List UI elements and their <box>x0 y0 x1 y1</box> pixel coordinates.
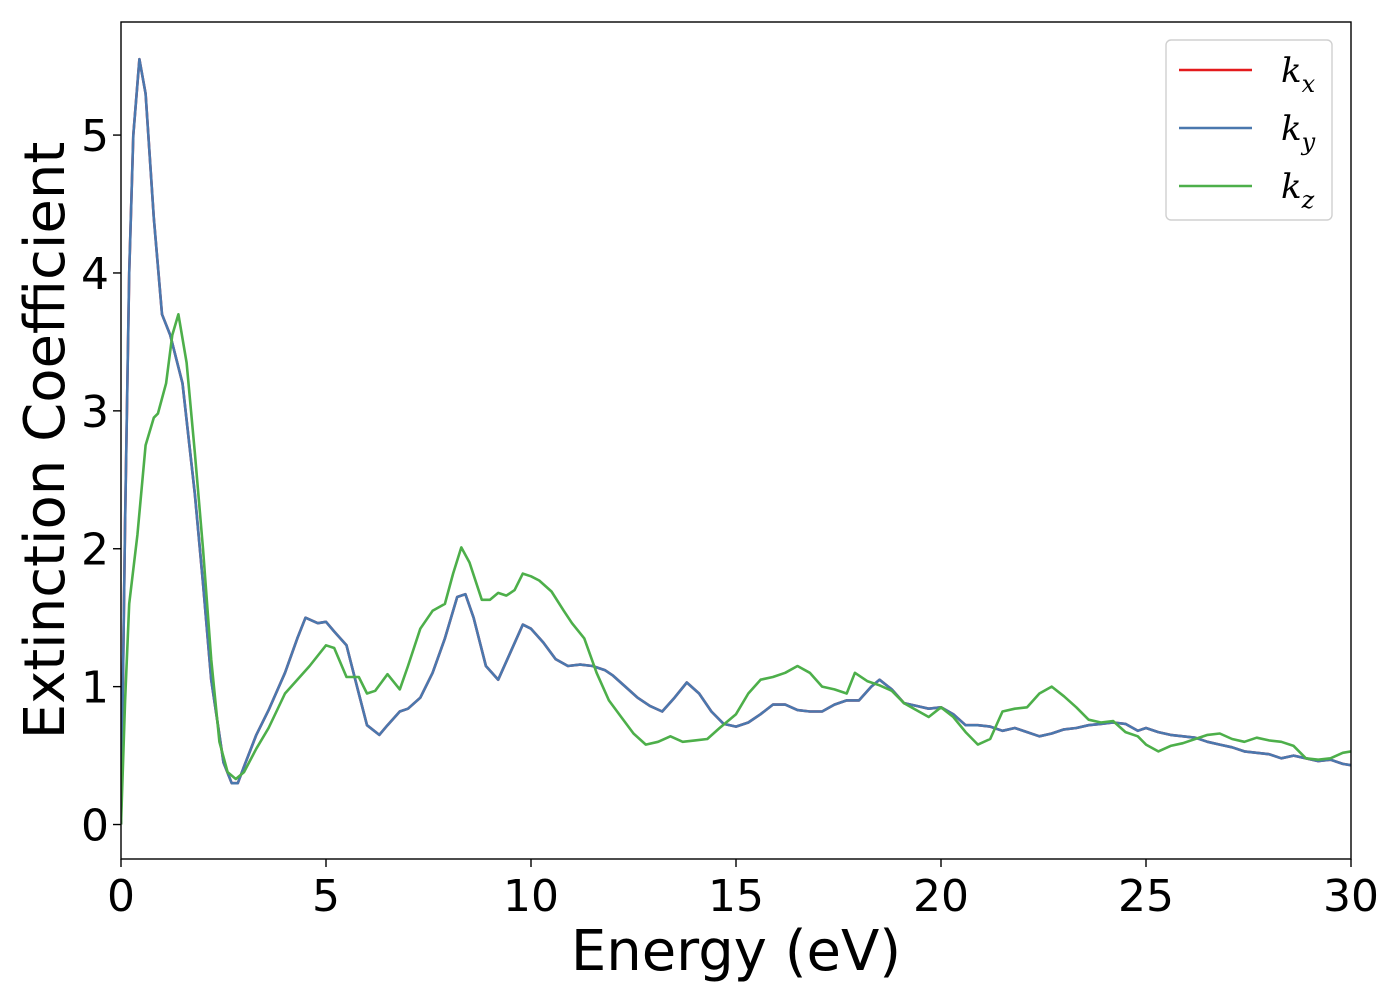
legend-box <box>1165 39 1333 221</box>
x-axis: 0 5 10 15 20 25 30 <box>107 859 1379 922</box>
legend-label-y: ky <box>1281 109 1316 156</box>
x-tick-label: 5 <box>312 871 340 922</box>
x-tick-label: 15 <box>708 871 764 922</box>
y-tick-label: 0 <box>81 801 109 852</box>
x-tick-label: 25 <box>1118 871 1174 922</box>
x-tick-label: 30 <box>1323 871 1379 922</box>
legend-label-z: kz <box>1281 167 1315 214</box>
y-tick-label: 4 <box>81 249 109 300</box>
y-tick-label: 2 <box>81 525 109 576</box>
x-axis-title: Energy (eV) <box>571 919 901 984</box>
series-line-z <box>121 313 1351 825</box>
x-tick-label: 20 <box>913 871 969 922</box>
legend: kx ky kz <box>1165 39 1333 221</box>
y-axis: 0 1 2 3 4 5 <box>81 111 121 852</box>
x-tick-label: 0 <box>107 871 135 922</box>
y-tick-label: 3 <box>81 387 109 438</box>
y-tick-label: 5 <box>81 111 109 162</box>
x-tick-label: 10 <box>503 871 559 922</box>
series-line-y <box>121 57 1351 825</box>
y-axis-title: Extinction Coefficient <box>13 142 78 740</box>
y-tick-label: 1 <box>81 663 109 714</box>
legend-label-x: kx <box>1281 51 1316 98</box>
series-layer <box>121 57 1351 825</box>
